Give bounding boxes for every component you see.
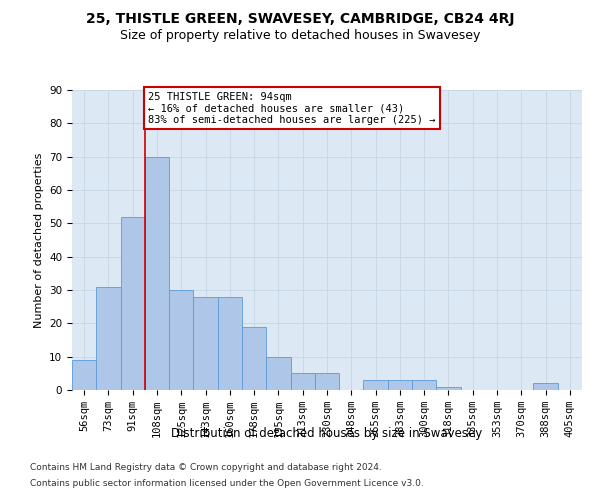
Bar (121, 216, 145, 390)
Y-axis label: Number of detached properties: Number of detached properties (34, 152, 44, 328)
Bar (72, 360, 96, 390)
Text: Size of property relative to detached houses in Swavesey: Size of property relative to detached ho… (120, 29, 480, 42)
Bar (533, 384, 558, 390)
Bar (218, 296, 242, 390)
Bar (242, 326, 266, 390)
Text: 25 THISTLE GREEN: 94sqm
← 16% of detached houses are smaller (43)
83% of semi-de: 25 THISTLE GREEN: 94sqm ← 16% of detache… (149, 92, 436, 125)
Bar (290, 374, 315, 390)
Bar (364, 380, 388, 390)
Text: 25, THISTLE GREEN, SWAVESEY, CAMBRIDGE, CB24 4RJ: 25, THISTLE GREEN, SWAVESEY, CAMBRIDGE, … (86, 12, 514, 26)
Bar (193, 296, 218, 390)
Text: Distribution of detached houses by size in Swavesey: Distribution of detached houses by size … (172, 428, 482, 440)
Text: Contains HM Land Registry data © Crown copyright and database right 2024.: Contains HM Land Registry data © Crown c… (30, 464, 382, 472)
Bar (315, 374, 339, 390)
Bar (436, 386, 461, 390)
Text: Contains public sector information licensed under the Open Government Licence v3: Contains public sector information licen… (30, 478, 424, 488)
Bar (266, 356, 290, 390)
Bar (388, 380, 412, 390)
Bar (96, 286, 121, 390)
Bar (169, 290, 193, 390)
Bar (145, 156, 169, 390)
Bar (412, 380, 436, 390)
